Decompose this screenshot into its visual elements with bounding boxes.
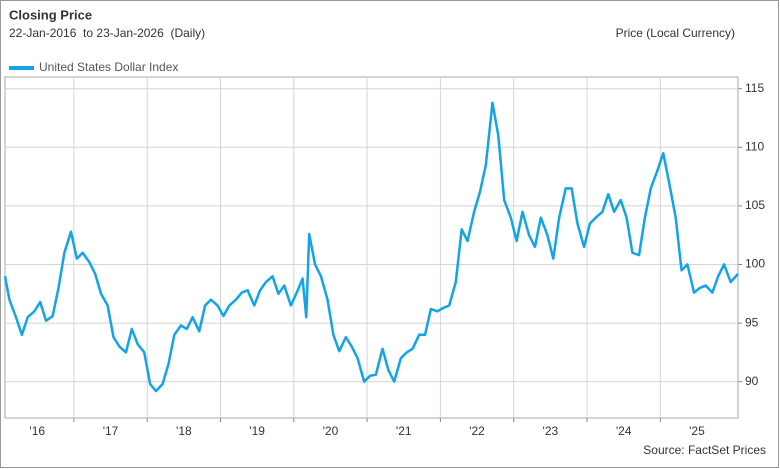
plot-area — [4, 76, 739, 419]
subtitle: 22-Jan-2016 to 23-Jan-2026 (Daily) — [9, 26, 205, 40]
x-tick-label: '23 — [543, 424, 559, 438]
x-tick-label: '24 — [616, 424, 632, 438]
y-tick-label: 105 — [745, 198, 765, 212]
y-tick-label: 110 — [745, 139, 764, 153]
chart-title: Closing Price — [9, 7, 92, 22]
source: Source: FactSet Prices — [643, 443, 766, 457]
y-tick-label: 95 — [745, 315, 759, 329]
x-tick-label: '21 — [396, 424, 412, 438]
x-tick-label: '20 — [323, 424, 339, 438]
y-axis-label: Price (Local Currency) — [616, 26, 735, 40]
y-tick-label: 115 — [745, 81, 764, 95]
y-tick-label: 90 — [745, 374, 759, 388]
x-tick-label: '18 — [176, 424, 192, 438]
y-tick-label: 100 — [745, 257, 765, 271]
x-tick-label: '19 — [249, 424, 265, 438]
x-tick-label: '22 — [469, 424, 485, 438]
legend-label: United States Dollar Index — [39, 60, 178, 74]
x-tick-label: '16 — [29, 424, 45, 438]
x-tick-label: '25 — [689, 424, 705, 438]
price-line — [3, 101, 739, 393]
x-tick-label: '17 — [103, 424, 119, 438]
